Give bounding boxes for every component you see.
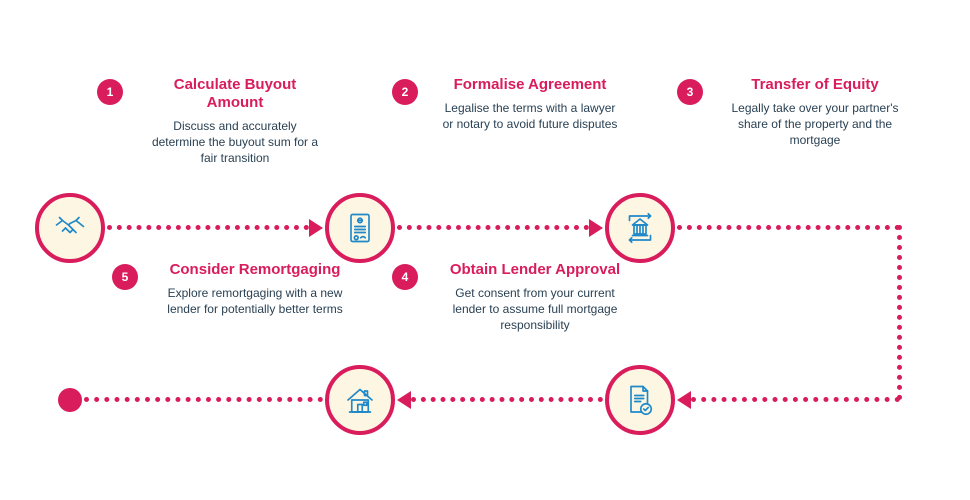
text-step-2: Formalise AgreementLegalise the terms wi… [440, 76, 620, 132]
connector [107, 225, 309, 230]
connector [677, 225, 900, 230]
connector [397, 225, 589, 230]
end-dot [58, 388, 82, 412]
node-step-4 [605, 365, 675, 435]
node-step-3 [605, 193, 675, 263]
text-step-4: Obtain Lender ApprovalGet consent from y… [440, 261, 630, 334]
arrow-right-icon [309, 219, 323, 237]
connector [84, 397, 323, 402]
connector [691, 397, 900, 402]
badge-step-4: 4 [392, 264, 418, 290]
arrow-left-icon [397, 391, 411, 409]
badge-step-1: 1 [97, 79, 123, 105]
arrow-right-icon [589, 219, 603, 237]
badge-step-3: 3 [677, 79, 703, 105]
text-step-1: Calculate Buyout AmountDiscuss and accur… [145, 76, 325, 167]
node-step-5 [325, 365, 395, 435]
node-step-2 [325, 193, 395, 263]
node-step-1 [35, 193, 105, 263]
badge-step-5: 5 [112, 264, 138, 290]
connector [411, 397, 603, 402]
connector [897, 225, 902, 400]
badge-step-2: 2 [392, 79, 418, 105]
text-step-3: Transfer of EquityLegally take over your… [725, 76, 905, 149]
text-step-5: Consider RemortgagingExplore remortgagin… [160, 261, 350, 317]
arrow-left-icon [677, 391, 691, 409]
